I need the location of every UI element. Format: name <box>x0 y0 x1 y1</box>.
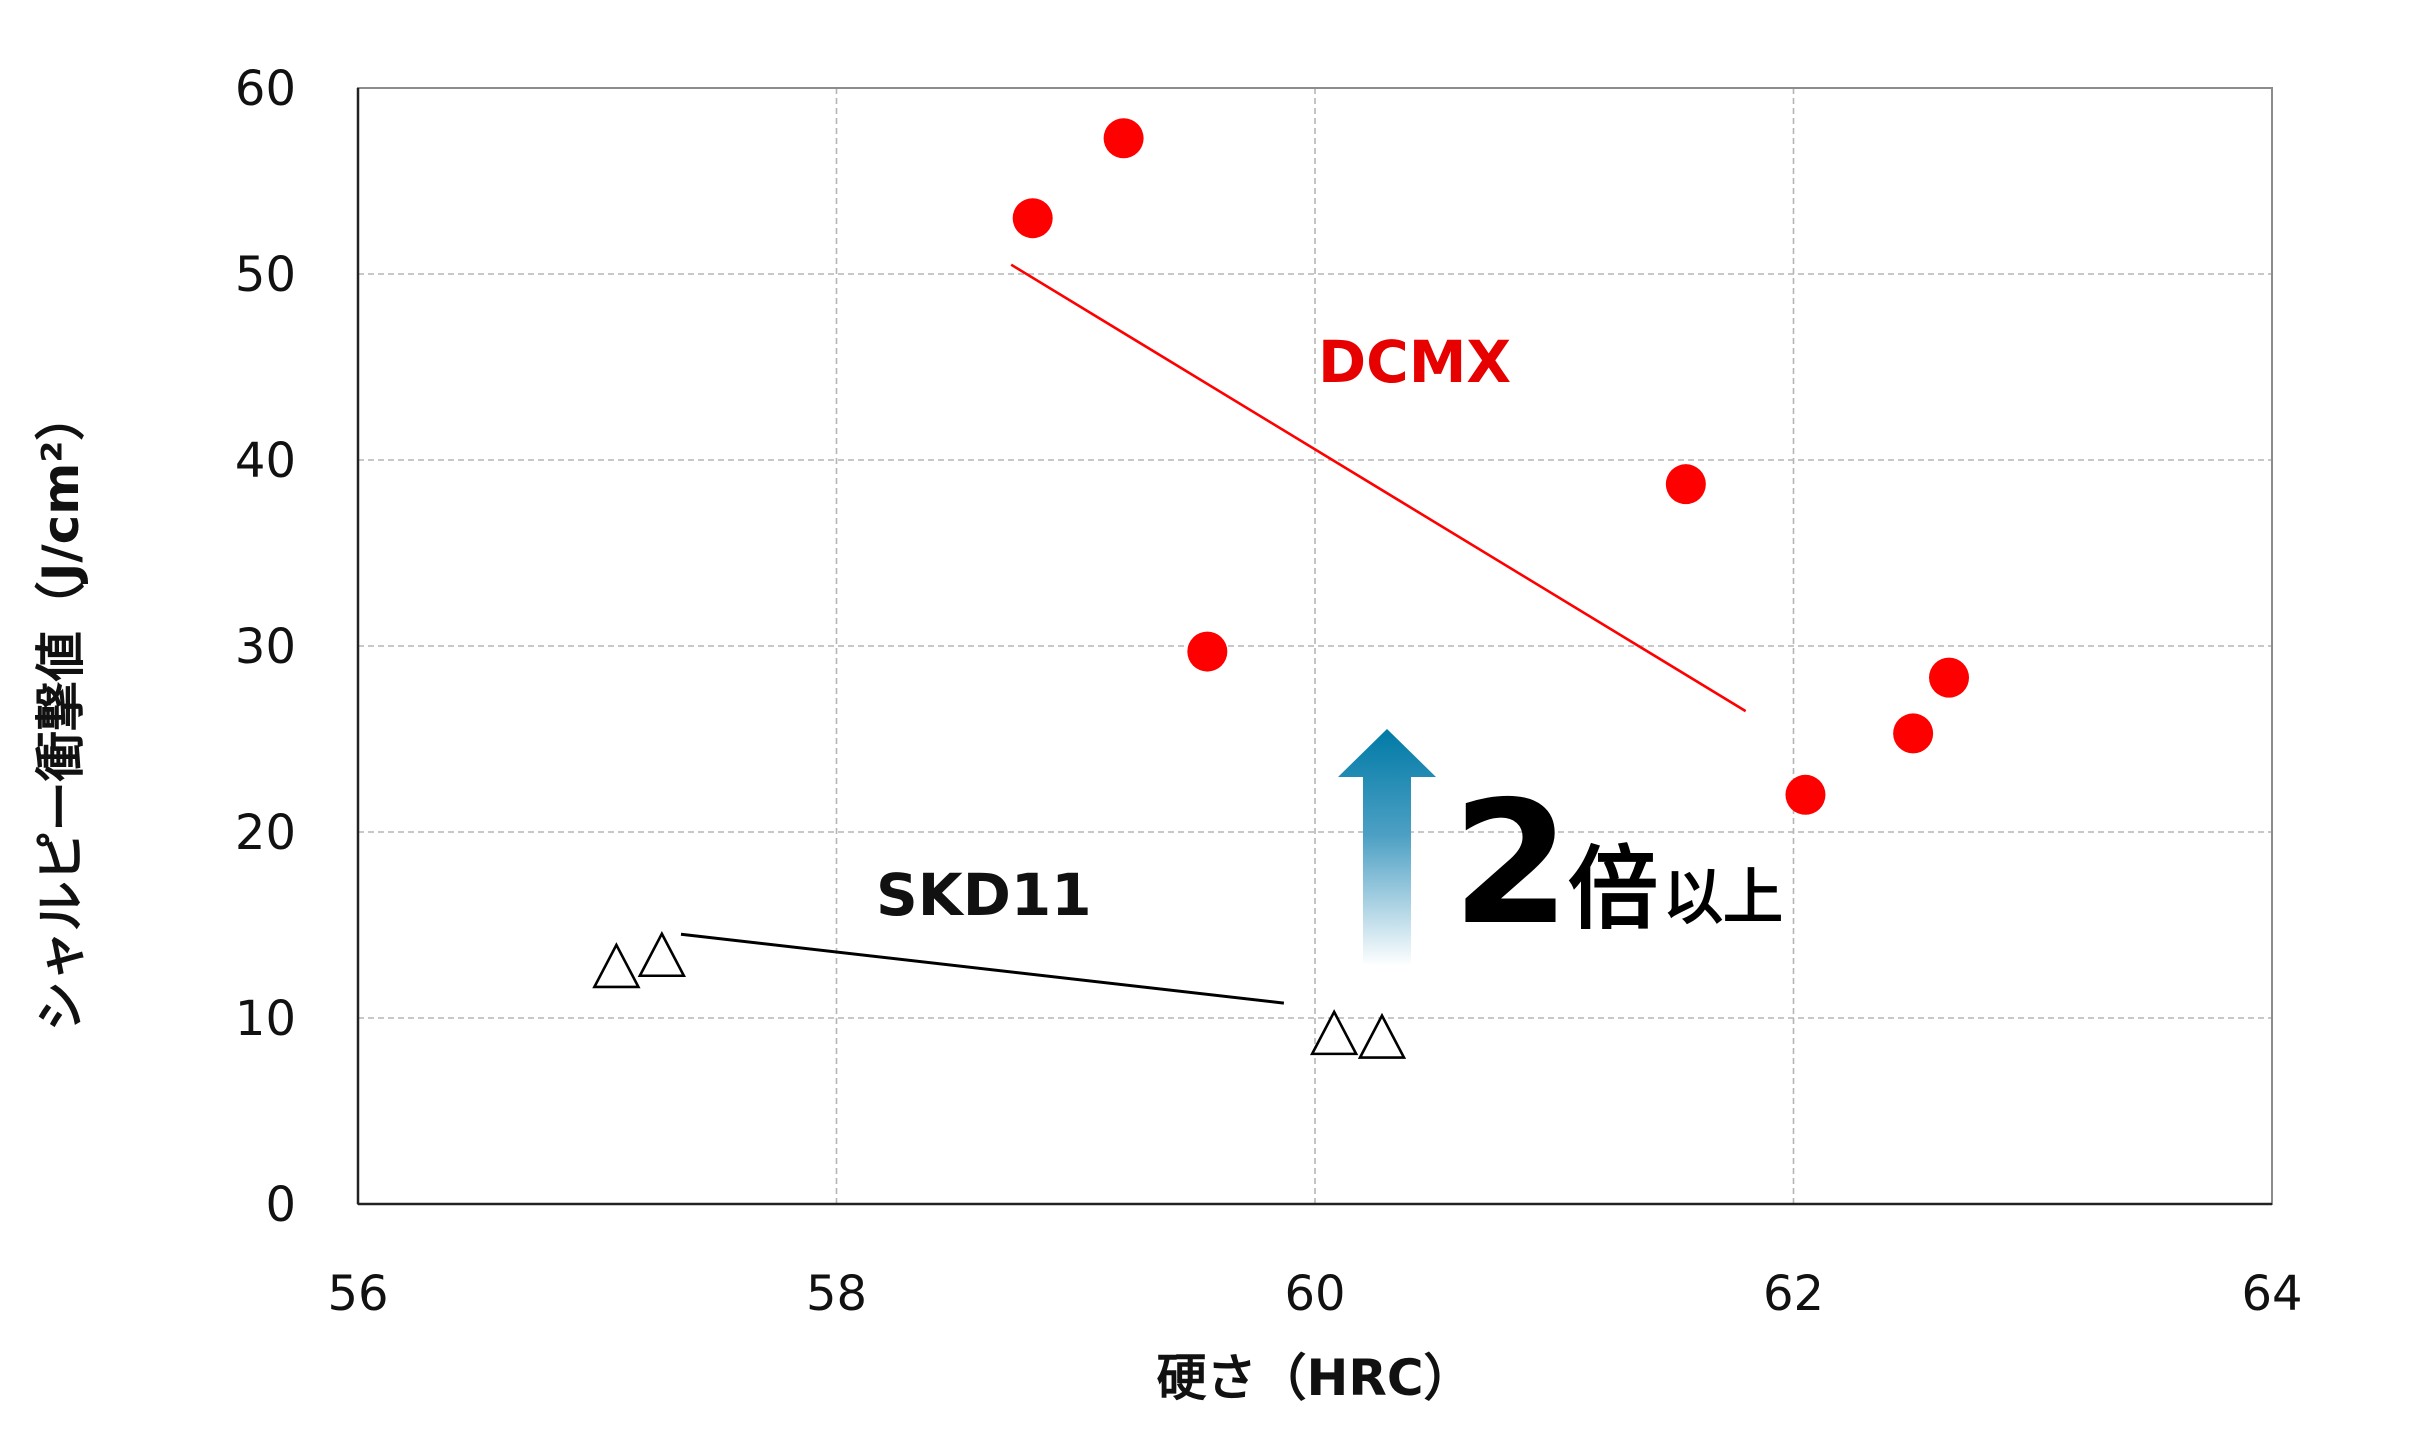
y-tick-label: 0 <box>265 1177 296 1233</box>
y-tick-label: 10 <box>235 991 296 1047</box>
point-skd11 <box>592 942 641 989</box>
point-skd11 <box>637 930 686 978</box>
y-tick-label: 50 <box>235 247 296 303</box>
point-dcmx <box>1929 657 1970 698</box>
trendline-skd11 <box>680 932 1285 1005</box>
x-axis-title: 硬さ（HRC） <box>1156 1349 1473 1407</box>
x-tick-label: 56 <box>327 1266 388 1322</box>
up-arrow-icon <box>1338 729 1436 966</box>
trendlines <box>680 263 1747 1005</box>
grid <box>358 88 2272 1204</box>
plot-area <box>358 88 2272 1204</box>
x-tick-label: 58 <box>806 1266 867 1322</box>
y-axis-title: シャルピー衝撃値（J/cm²） <box>32 391 90 1032</box>
x-tick-label: 62 <box>1763 1266 1824 1322</box>
series-label-skd11: SKD11 <box>876 861 1092 929</box>
annotation-suffix: 以上 <box>1663 863 1783 933</box>
data-points <box>592 118 1970 1059</box>
annotation-number: 2 <box>1452 765 1570 963</box>
point-skd11 <box>1357 1012 1407 1059</box>
x-tick-label: 64 <box>2241 1266 2302 1322</box>
point-dcmx <box>1665 464 1706 505</box>
y-tick-label: 40 <box>235 433 296 489</box>
point-skd11 <box>1309 1009 1359 1056</box>
y-tick-label: 20 <box>235 805 296 861</box>
point-dcmx <box>1103 118 1144 159</box>
trendline-dcmx <box>1010 263 1747 713</box>
y-tick-label: 60 <box>235 61 296 117</box>
point-dcmx <box>1893 713 1934 754</box>
y-tick-label: 30 <box>235 619 296 675</box>
annotation-kanji: 倍 <box>1568 837 1658 942</box>
point-dcmx <box>1187 631 1228 672</box>
point-dcmx <box>1785 774 1826 815</box>
y-tick-labels: 0 10 20 30 40 50 60 <box>235 61 296 1233</box>
x-tick-labels: 56 58 60 62 64 <box>327 1266 2302 1322</box>
x-tick-label: 60 <box>1284 1266 1345 1322</box>
series-label-dcmx: DCMX <box>1318 328 1511 396</box>
point-dcmx <box>1012 198 1053 239</box>
